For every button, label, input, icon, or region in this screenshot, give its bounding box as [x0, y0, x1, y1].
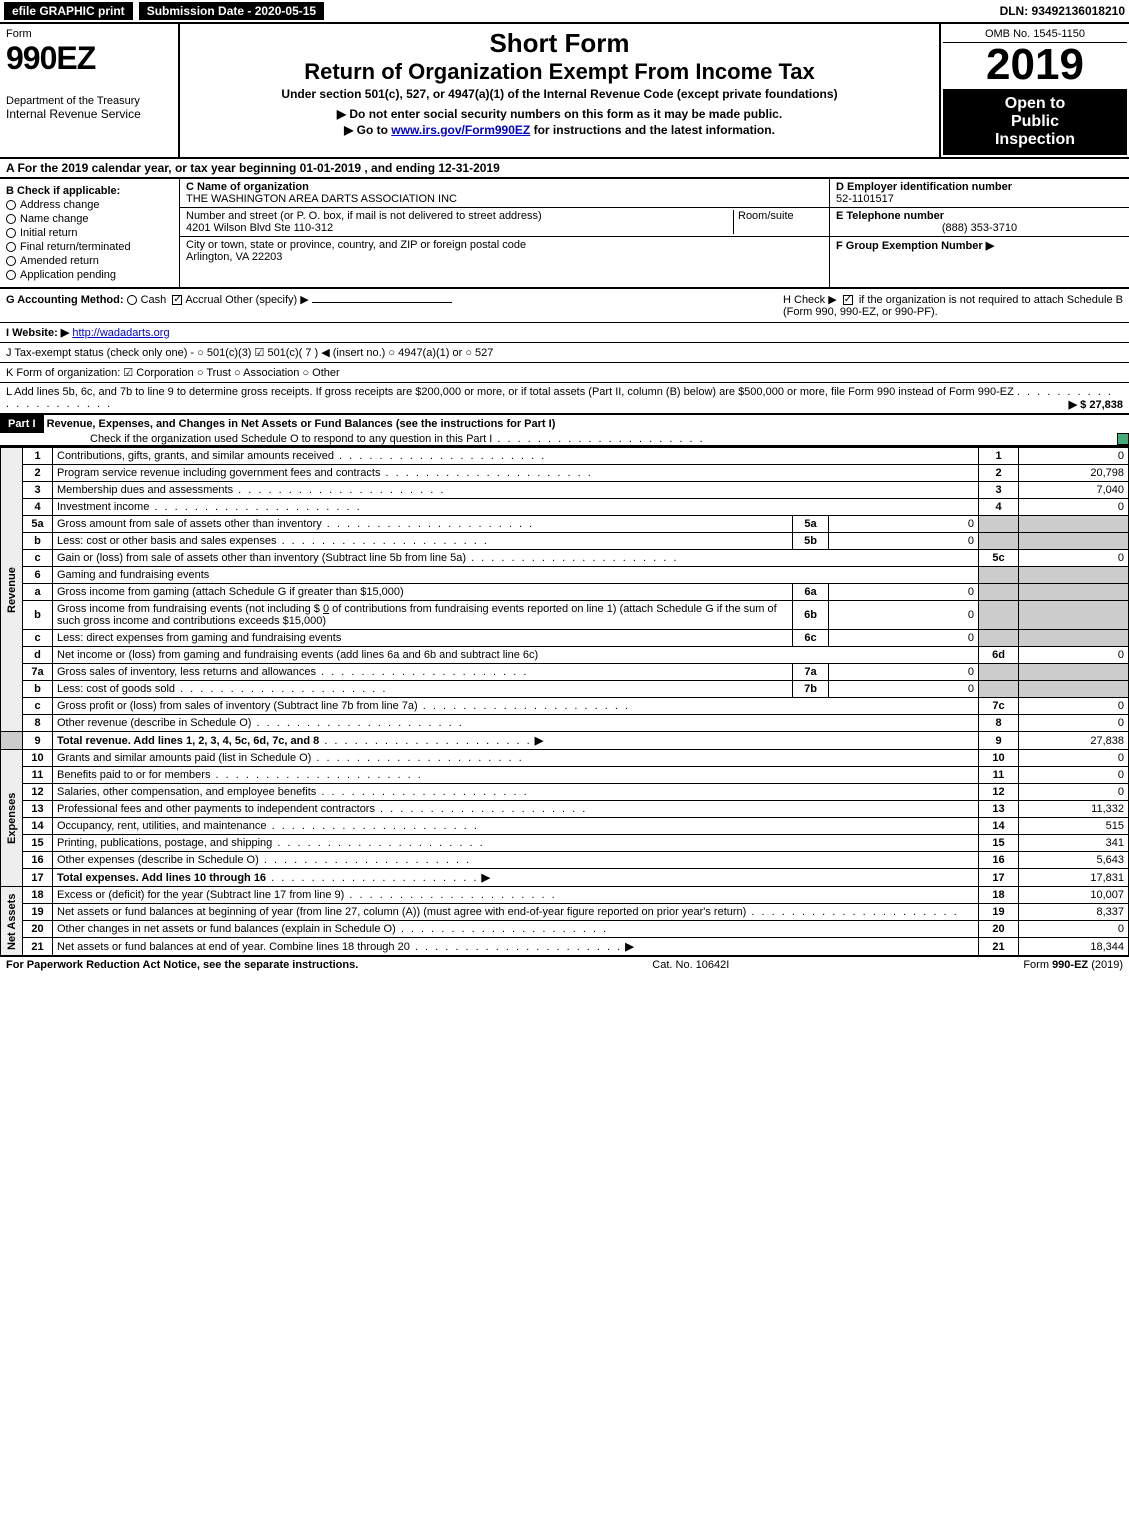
return-title: Return of Organization Exempt From Incom… [186, 59, 933, 85]
open-inspection: Open to Public Inspection [943, 89, 1127, 155]
form-word: Form [6, 28, 172, 40]
part-1-title: Revenue, Expenses, and Changes in Net As… [47, 418, 556, 430]
under-section: Under section 501(c), 527, or 4947(a)(1)… [186, 87, 933, 101]
city: Arlington, VA 22203 [186, 251, 823, 263]
phone-label: E Telephone number [836, 210, 1123, 222]
row-g-h: G Accounting Method: Cash Accrual Other … [0, 289, 1129, 323]
phone: (888) 353-3710 [836, 222, 1123, 234]
chk-address-change[interactable]: Address change [6, 199, 173, 211]
chk-initial-return[interactable]: Initial return [6, 227, 173, 239]
room-suite-label: Room/suite [733, 210, 823, 234]
info-block: B Check if applicable: Address change Na… [0, 179, 1129, 289]
form-number: 990EZ [6, 40, 172, 77]
row-i-website: I Website: ▶ http://wadadarts.org [0, 323, 1129, 343]
efile-button[interactable]: efile GRAPHIC print [4, 2, 133, 20]
part-1-header: Part I Revenue, Expenses, and Changes in… [0, 415, 1129, 447]
netassets-label: Net Assets [1, 887, 23, 956]
dln: DLN: 93492136018210 [1000, 4, 1125, 18]
dept-treasury: Department of the Treasury [6, 95, 172, 107]
short-form-title: Short Form [186, 28, 933, 59]
chk-accrual[interactable] [172, 295, 182, 305]
ein-label: D Employer identification number [836, 181, 1123, 193]
chk-name-change[interactable]: Name change [6, 213, 173, 225]
revenue-table: Revenue 1Contributions, gifts, grants, a… [0, 447, 1129, 956]
column-c-org-info: C Name of organization THE WASHINGTON AR… [180, 179, 829, 287]
org-name-label: C Name of organization [186, 181, 823, 193]
cat-number: Cat. No. 10642I [652, 959, 729, 971]
chk-final-return[interactable]: Final return/terminated [6, 241, 173, 253]
chk-application-pending[interactable]: Application pending [6, 269, 173, 281]
dept-irs: Internal Revenue Service [6, 107, 172, 121]
chk-schedule-o[interactable] [1117, 433, 1129, 445]
row-j-tax-status: J Tax-exempt status (check only one) - ○… [0, 343, 1129, 363]
goto-instructions: ▶ Go to www.irs.gov/Form990EZ for instru… [186, 123, 933, 137]
top-bar: efile GRAPHIC print Submission Date - 20… [0, 0, 1129, 24]
expenses-label: Expenses [1, 750, 23, 887]
page-footer: For Paperwork Reduction Act Notice, see … [0, 956, 1129, 973]
street-label: Number and street (or P. O. box, if mail… [186, 210, 733, 222]
ssn-warning: ▶ Do not enter social security numbers o… [186, 107, 933, 121]
form-ref: Form 990-EZ (2019) [1023, 959, 1123, 971]
column-b-checkboxes: B Check if applicable: Address change Na… [0, 179, 180, 287]
revenue-label: Revenue [1, 448, 23, 732]
paperwork-notice: For Paperwork Reduction Act Notice, see … [6, 959, 358, 971]
part-1-label: Part I [0, 415, 44, 433]
irs-link[interactable]: www.irs.gov/Form990EZ [391, 123, 530, 137]
tax-year: 2019 [943, 43, 1127, 87]
submission-date: Submission Date - 2020-05-15 [139, 2, 324, 20]
column-de: D Employer identification number 52-1101… [829, 179, 1129, 287]
website-link[interactable]: http://wadadarts.org [72, 327, 169, 339]
chk-cash[interactable] [127, 295, 137, 305]
row-l-gross-receipts: L Add lines 5b, 6c, and 7b to line 9 to … [0, 383, 1129, 415]
group-exemption-label: F Group Exemption Number ▶ [836, 239, 1123, 252]
section-a-tax-year: A For the 2019 calendar year, or tax yea… [0, 159, 1129, 179]
row-k-org-form: K Form of organization: ☑ Corporation ○ … [0, 363, 1129, 383]
org-name: THE WASHINGTON AREA DARTS ASSOCIATION IN… [186, 193, 823, 205]
form-header: Form 990EZ Department of the Treasury In… [0, 24, 1129, 159]
ein: 52-1101517 [836, 193, 1123, 205]
city-label: City or town, state or province, country… [186, 239, 823, 251]
chk-amended-return[interactable]: Amended return [6, 255, 173, 267]
street: 4201 Wilson Blvd Ste 110-312 [186, 222, 733, 234]
chk-schedule-b[interactable] [843, 295, 853, 305]
